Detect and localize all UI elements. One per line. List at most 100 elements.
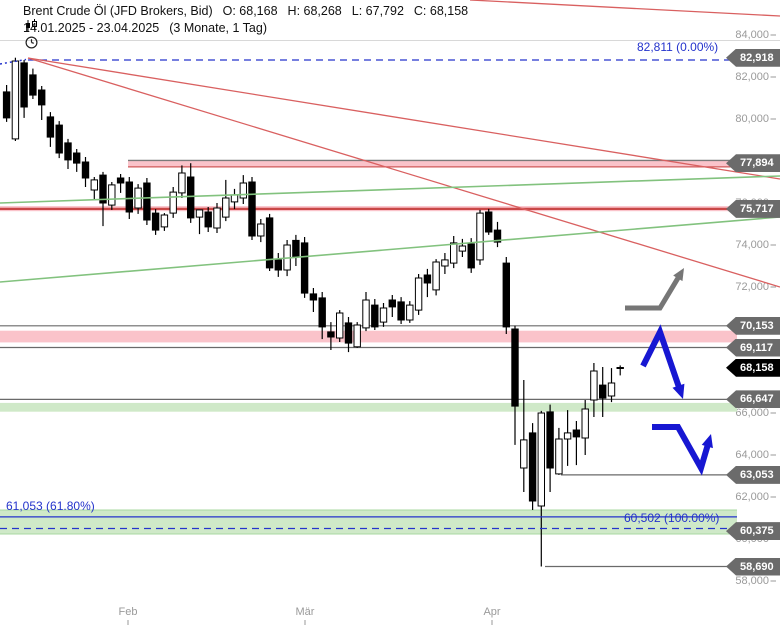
instrument-title: Brent Crude Öl (JFD Brokers, Bid) — [23, 4, 213, 18]
candle-body — [11, 60, 20, 140]
candle-body — [318, 297, 326, 328]
red-trendline — [469, 0, 780, 17]
y-axis-label: 66,000 — [735, 407, 769, 419]
gray-breakout-arrow-head — [673, 268, 684, 282]
chart-header-line-1: Brent Crude Öl (JFD Brokers, Bid) O: 68,… — [4, 4, 472, 31]
candle-body — [458, 245, 467, 252]
candle-body — [607, 382, 616, 397]
fib-label-0-percent: 82,811 (0.00%) — [637, 40, 719, 54]
ohlc-open: O: 68,168 — [222, 4, 278, 18]
price-level-badge: 77,894 — [726, 154, 780, 173]
date-range: 14.01.2025 - 23.04.2025 — [23, 21, 160, 35]
y-axis-label: 82,000 — [735, 71, 769, 83]
price-level-badge: 69,117 — [726, 338, 780, 357]
y-axis-label: 62,000 — [735, 491, 769, 503]
candle-body — [414, 277, 423, 311]
candle-body — [563, 432, 572, 440]
price-level-badge: 66,647 — [726, 390, 780, 409]
candle-body — [169, 191, 177, 214]
blue-scenario-arrow-rebound-head — [701, 434, 713, 449]
x-axis-month-label: Feb — [118, 606, 138, 618]
candle-body — [327, 331, 335, 338]
candle-body — [108, 184, 116, 206]
candle-body — [371, 304, 379, 328]
price-level-badge: 75,717 — [726, 199, 780, 218]
ohlc-high: H: 68,268 — [287, 4, 342, 18]
candle-body — [450, 242, 458, 264]
candle-body — [467, 243, 475, 269]
candle-body — [151, 212, 160, 231]
candle-body — [187, 176, 195, 219]
candle-body — [432, 261, 440, 291]
candle-body — [502, 262, 511, 328]
candle-body — [344, 322, 353, 344]
candle-body — [29, 74, 37, 96]
clock-icon — [4, 22, 38, 49]
candle-body — [81, 161, 90, 179]
red-trendline — [27, 57, 780, 180]
pink-zone — [128, 160, 737, 167]
y-axis-label: 64,000 — [735, 449, 769, 461]
candle-body — [555, 438, 563, 475]
candlestick-icon — [4, 5, 37, 31]
current-price-badge: 68,158 — [726, 358, 780, 377]
price-level-badge: 63,053 — [726, 465, 780, 484]
candle-body — [178, 172, 186, 194]
candle-body — [546, 411, 554, 469]
candle-body — [406, 304, 414, 321]
candle-body — [230, 194, 239, 203]
candle-body — [511, 328, 519, 407]
candle-body — [599, 384, 607, 399]
candle-body — [336, 312, 344, 339]
candle-body — [257, 223, 265, 237]
candle-body — [528, 432, 537, 502]
price-level-badge: 70,153 — [726, 316, 780, 335]
candle-body — [362, 299, 370, 329]
fib-label-100-percent: 60,502 (100.00%) — [624, 511, 720, 525]
candle-body — [292, 239, 300, 258]
candle-body — [520, 439, 528, 469]
green-zone — [0, 510, 737, 534]
candle-body — [46, 116, 55, 138]
candle-body — [38, 89, 46, 106]
y-axis-label: 72,000 — [735, 281, 769, 293]
candle-body — [616, 367, 624, 369]
candle-body — [239, 182, 248, 199]
price-level-badge: 58,690 — [726, 557, 780, 576]
candle-body — [572, 429, 581, 438]
candle-body — [55, 124, 63, 154]
candle-body — [125, 181, 133, 213]
candle-body — [265, 217, 274, 269]
blue-scenario-arrow-rebound — [652, 424, 712, 476]
candle-body — [379, 307, 388, 323]
candle-body — [476, 212, 484, 261]
candle-body — [64, 142, 72, 161]
green-trendline — [0, 175, 780, 204]
candle-body — [73, 152, 81, 164]
pink-zone — [0, 330, 737, 343]
candle-body — [388, 299, 397, 308]
y-axis-label: 80,000 — [735, 113, 769, 125]
y-axis-label: 74,000 — [735, 239, 769, 251]
candle-body — [581, 408, 589, 439]
candle-body — [160, 214, 169, 228]
ohlc-low: L: 67,792 — [351, 4, 404, 18]
candle-body — [397, 301, 405, 321]
candle-body — [309, 293, 318, 301]
gray-breakout-arrow — [625, 272, 683, 311]
red-trendline — [27, 57, 780, 288]
blue-scenario-arrow-down — [640, 324, 684, 393]
y-axis-label: 58,000 — [735, 575, 769, 587]
candle-body — [493, 229, 502, 243]
candle-body — [222, 197, 230, 218]
x-axis-month-label: Mär — [295, 606, 315, 618]
candle-body — [353, 324, 361, 348]
candle-body — [537, 412, 545, 507]
green-trendline — [0, 216, 780, 283]
candle-body — [90, 179, 98, 191]
green-zone — [0, 402, 737, 412]
candle-body — [99, 174, 107, 204]
y-axis-label: 84,000 — [735, 29, 769, 41]
